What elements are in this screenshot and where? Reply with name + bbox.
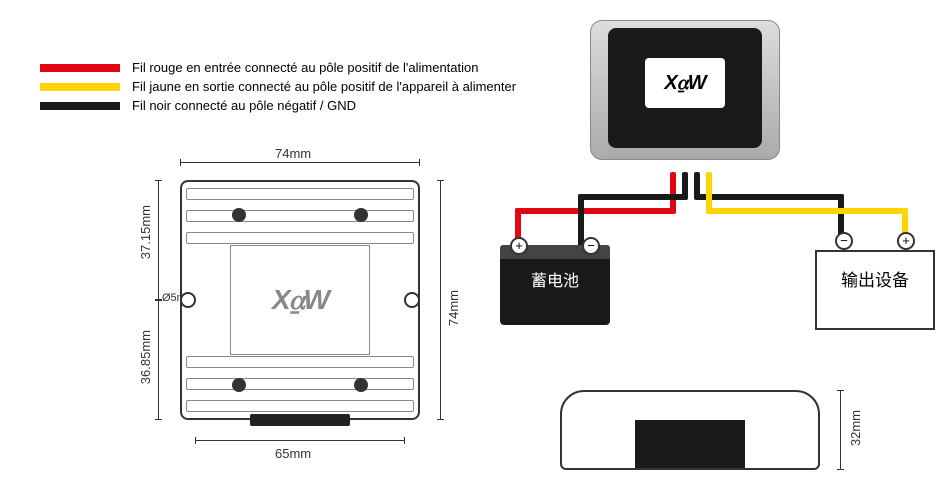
battery-terminal-plus: +	[510, 237, 528, 255]
heatsink-fin	[186, 188, 414, 200]
wire-red	[670, 172, 676, 212]
cable-gland	[250, 414, 350, 426]
heatsink-fin	[186, 210, 414, 222]
screw-icon	[232, 208, 246, 222]
output-label: 输出设备	[841, 271, 909, 290]
side-view-body	[560, 390, 820, 470]
screw-icon	[354, 208, 368, 222]
legend-text-black: Fil noir connecté au pôle négatif / GND	[132, 98, 356, 113]
legend-row-black: Fil noir connecté au pôle négatif / GND	[40, 98, 516, 113]
output-device-box: − + 输出设备	[815, 250, 935, 330]
battery-box: + − 蓄电池	[500, 255, 610, 325]
screw-icon	[354, 378, 368, 392]
legend-swatch-red	[40, 64, 120, 72]
output-terminal-minus: −	[835, 232, 853, 250]
mount-hole-left	[180, 292, 196, 308]
product-logo-label: X⍶W	[645, 58, 725, 108]
dim-height-right: 74mm	[446, 290, 461, 326]
screw-icon	[232, 378, 246, 392]
legend-swatch-black	[40, 102, 120, 110]
heatsink-fin	[186, 400, 414, 412]
output-terminal-plus: +	[897, 232, 915, 250]
dim-width-bottom: 65mm	[275, 446, 311, 461]
dim-bracket-side	[840, 390, 841, 470]
dim-bracket-lower-left	[158, 300, 159, 420]
dim-upper-left: 37.15mm	[138, 205, 153, 259]
battery-label: 蓄电池	[531, 273, 579, 290]
battery-terminal-minus: −	[582, 237, 600, 255]
wire-black	[694, 194, 844, 200]
product-top-cover: X⍶W	[608, 28, 762, 148]
dim-bracket-bottom	[195, 440, 405, 441]
dim-width-top: 74mm	[275, 146, 311, 161]
legend-text-red: Fil rouge en entrée connecté au pôle pos…	[132, 60, 478, 75]
mount-hole-right	[404, 292, 420, 308]
side-view-potting	[635, 420, 745, 468]
dim-bracket-top	[180, 162, 420, 163]
dim-side-height: 32mm	[848, 410, 863, 446]
wire-yellow	[706, 172, 712, 212]
wire-legend: Fil rouge en entrée connecté au pôle pos…	[40, 60, 516, 117]
dim-bracket-upper-left	[158, 180, 159, 300]
device-body-top-view: X⍶W	[180, 180, 420, 420]
legend-row-red: Fil rouge en entrée connecté au pôle pos…	[40, 60, 516, 75]
side-view-diagram: 32mm	[560, 390, 850, 480]
wire-red	[515, 208, 676, 214]
product-photo: X⍶W	[580, 10, 790, 190]
top-view-diagram: 74mm 74mm 37.15mm 36.85mm Ø5mm 65mm X⍶W	[120, 150, 460, 490]
heatsink-fin	[186, 378, 414, 390]
logo-plate: X⍶W	[230, 245, 370, 355]
legend-row-yellow: Fil jaune en sortie connecté au pôle pos…	[40, 79, 516, 94]
heatsink-fin	[186, 356, 414, 368]
legend-swatch-yellow	[40, 83, 120, 91]
wire-black	[578, 194, 688, 200]
heatsink-fin	[186, 232, 414, 244]
dim-lower-left: 36.85mm	[138, 330, 153, 384]
wire-yellow	[706, 208, 908, 214]
legend-text-yellow: Fil jaune en sortie connecté au pôle pos…	[132, 79, 516, 94]
dim-bracket-right	[440, 180, 441, 420]
